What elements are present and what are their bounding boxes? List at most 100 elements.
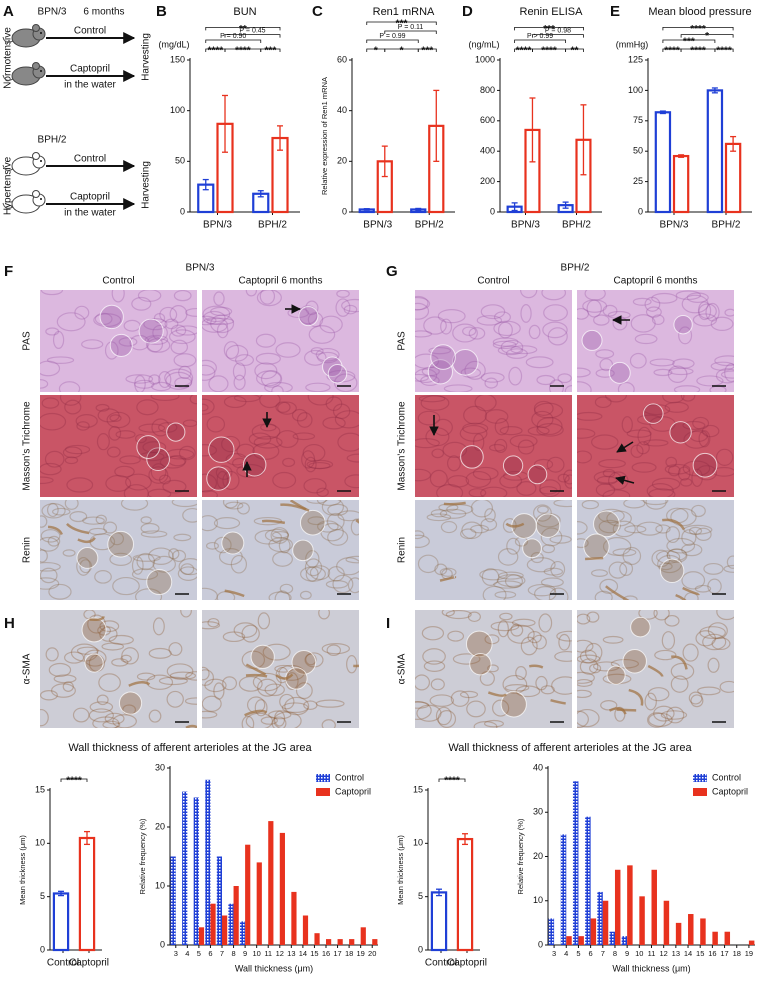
bar xyxy=(193,797,199,945)
tubule xyxy=(681,543,703,557)
stain-streak xyxy=(355,519,359,524)
tubule xyxy=(264,683,285,697)
tubule xyxy=(169,671,197,680)
significance-label: **** xyxy=(716,46,732,57)
bar xyxy=(337,939,343,945)
tubule xyxy=(182,419,197,428)
tubule xyxy=(540,685,555,695)
stain-streak xyxy=(616,708,637,712)
micrograph xyxy=(40,500,197,600)
tubule xyxy=(96,694,109,706)
bar xyxy=(256,862,262,945)
tubule xyxy=(40,476,54,485)
tubule xyxy=(40,379,49,389)
stain-streak xyxy=(505,522,525,528)
tubule xyxy=(223,341,240,360)
tubule xyxy=(431,448,445,459)
tubule xyxy=(202,666,210,681)
tubule xyxy=(655,524,671,534)
tubule xyxy=(132,553,161,562)
tubule xyxy=(577,367,591,378)
tubule xyxy=(88,708,114,723)
tubule xyxy=(423,316,447,335)
tubule xyxy=(496,574,526,588)
tubule xyxy=(527,630,542,644)
bar xyxy=(233,886,239,945)
tubule xyxy=(170,324,187,337)
strain-label: BPH/2 xyxy=(38,135,67,146)
glomerulus xyxy=(206,466,231,491)
y-tick-label: 0 xyxy=(342,206,347,216)
significance-label: ** xyxy=(239,24,247,35)
y-tick-label: 0 xyxy=(490,206,495,216)
stain-streak xyxy=(261,519,286,525)
y-tick-label: 10 xyxy=(533,895,543,905)
tubule xyxy=(347,577,359,594)
tubule xyxy=(148,547,174,565)
tubule xyxy=(526,557,556,573)
tubule xyxy=(148,709,162,723)
treatment-label: Control xyxy=(74,154,106,165)
tubule xyxy=(599,578,619,594)
tubule xyxy=(468,488,487,497)
tubule xyxy=(508,366,523,386)
y-axis-label: Relative expression of Ren1 mRNA xyxy=(320,77,329,195)
tubule xyxy=(115,430,136,439)
micrograph-bg xyxy=(40,500,197,600)
bar xyxy=(279,832,285,945)
y-tick-label: 200 xyxy=(480,176,495,186)
x-tick-label: Control xyxy=(425,958,457,969)
stain-streak xyxy=(245,663,267,676)
tubule xyxy=(665,456,678,468)
tubule xyxy=(667,465,681,477)
tubule xyxy=(662,395,685,404)
tubule xyxy=(76,557,91,576)
tubule xyxy=(109,414,122,422)
tubule xyxy=(681,571,706,590)
tubule xyxy=(40,536,59,552)
x-tick-label: BPN/3 xyxy=(363,220,392,231)
tubule xyxy=(79,559,93,574)
significance-label: P > 0.99 xyxy=(527,33,553,40)
pointer-arrow xyxy=(615,475,635,485)
tubule xyxy=(180,610,192,618)
tubule xyxy=(602,468,616,478)
row-label: α-SMA xyxy=(22,653,33,684)
tubule xyxy=(202,473,218,493)
tubule xyxy=(494,590,517,599)
tubule xyxy=(577,689,592,699)
y-axis-label: Relative frequency (%) xyxy=(138,818,147,894)
tubule xyxy=(202,621,221,630)
tubule xyxy=(253,436,283,449)
y-tick-label: 20 xyxy=(337,156,347,166)
tubule xyxy=(317,351,339,364)
tubule xyxy=(94,312,113,326)
tubule xyxy=(692,416,710,430)
mouse-tail xyxy=(2,74,14,81)
tubule xyxy=(683,524,713,535)
significance-bracket xyxy=(384,30,437,34)
tubule xyxy=(305,300,319,316)
tubule xyxy=(321,500,344,516)
tubule xyxy=(74,305,90,320)
tubule xyxy=(202,587,218,600)
stain-streak xyxy=(671,655,688,670)
tubule xyxy=(711,637,731,651)
tubule xyxy=(300,566,326,582)
tubule xyxy=(514,536,529,547)
tubule xyxy=(295,682,313,700)
row-label: PAS xyxy=(22,331,33,351)
y-tick-label: 15 xyxy=(413,784,423,794)
x-tick-label: BPH/2 xyxy=(258,220,287,231)
tubule xyxy=(307,395,334,406)
stain-streak xyxy=(443,501,466,506)
tubule xyxy=(415,701,430,709)
y-tick-label: 125 xyxy=(628,54,643,64)
tubule xyxy=(152,617,165,636)
bar xyxy=(712,931,718,945)
bar xyxy=(302,915,309,945)
tubule xyxy=(647,687,670,702)
tubule xyxy=(112,714,137,728)
tubule xyxy=(89,701,114,713)
stain-streak xyxy=(280,503,307,511)
